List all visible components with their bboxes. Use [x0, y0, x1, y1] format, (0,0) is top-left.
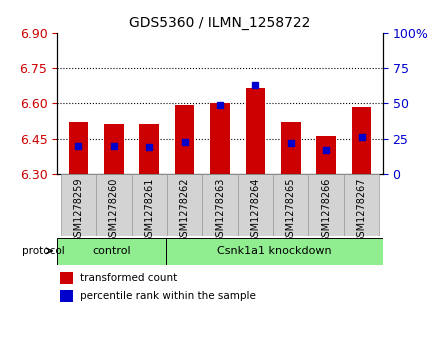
- Bar: [175, 105, 194, 174]
- Bar: [281, 122, 301, 174]
- Bar: [210, 102, 230, 174]
- Bar: [139, 123, 159, 174]
- Bar: [166, 238, 383, 265]
- Text: GSM1278259: GSM1278259: [73, 177, 84, 243]
- Bar: [60, 272, 73, 284]
- Bar: [60, 290, 73, 302]
- Bar: [61, 174, 96, 236]
- Text: protocol: protocol: [22, 246, 65, 256]
- Bar: [96, 174, 132, 236]
- Bar: [69, 122, 88, 174]
- Text: percentile rank within the sample: percentile rank within the sample: [80, 291, 256, 301]
- Bar: [167, 174, 202, 236]
- Bar: [308, 174, 344, 236]
- Text: GSM1278260: GSM1278260: [109, 177, 119, 243]
- Text: GSM1278265: GSM1278265: [286, 177, 296, 243]
- Text: GSM1278261: GSM1278261: [144, 177, 154, 243]
- Text: Csnk1a1 knockdown: Csnk1a1 knockdown: [217, 246, 332, 256]
- Bar: [104, 123, 124, 174]
- Text: GSM1278264: GSM1278264: [250, 177, 260, 243]
- Bar: [57, 238, 166, 265]
- Bar: [202, 174, 238, 236]
- Text: transformed count: transformed count: [80, 273, 177, 283]
- Text: GSM1278266: GSM1278266: [321, 177, 331, 243]
- Text: GSM1278267: GSM1278267: [356, 177, 367, 243]
- Bar: [344, 174, 379, 236]
- Bar: [132, 174, 167, 236]
- Bar: [246, 88, 265, 174]
- Bar: [316, 136, 336, 174]
- Title: GDS5360 / ILMN_1258722: GDS5360 / ILMN_1258722: [129, 16, 311, 30]
- Text: control: control: [92, 246, 131, 256]
- Bar: [352, 107, 371, 174]
- Bar: [273, 174, 308, 236]
- Text: GSM1278262: GSM1278262: [180, 177, 190, 243]
- Bar: [238, 174, 273, 236]
- Text: GSM1278263: GSM1278263: [215, 177, 225, 243]
